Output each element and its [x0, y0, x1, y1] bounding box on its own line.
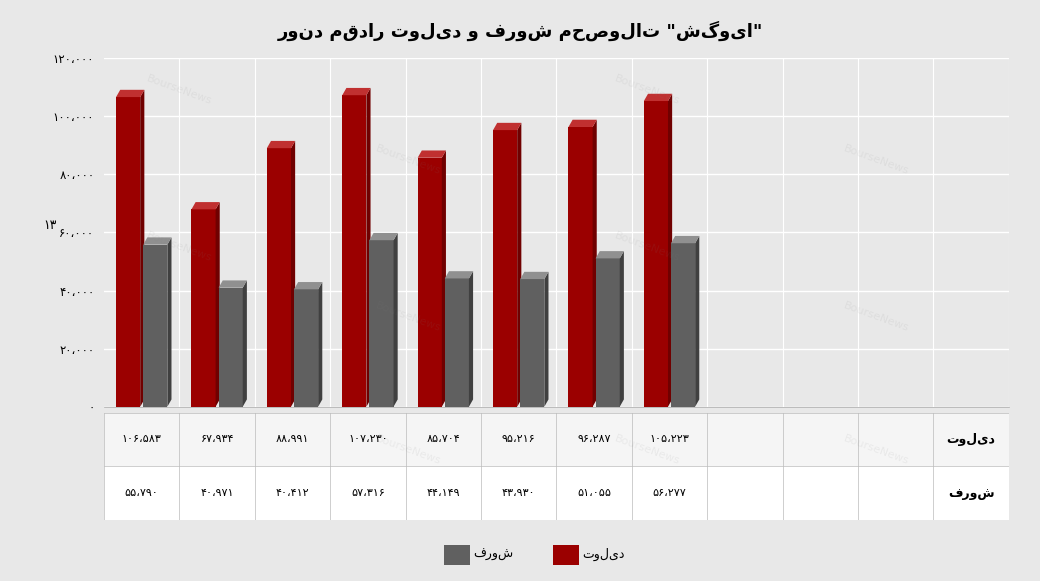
Text: BourseNews: BourseNews [146, 231, 214, 263]
Text: BourseNews: BourseNews [842, 144, 911, 176]
Text: ۵۶،۲۷۷: ۵۶،۲۷۷ [653, 488, 686, 498]
Bar [644, 101, 668, 407]
Polygon shape [393, 233, 397, 407]
Text: ۸۸،۹۹۱: ۸۸،۹۹۱ [276, 435, 309, 444]
Polygon shape [620, 251, 624, 407]
Polygon shape [144, 238, 172, 245]
Polygon shape [342, 88, 370, 95]
Text: BourseNews: BourseNews [614, 74, 682, 106]
Y-axis label: ۱۳: ۱۳ [44, 220, 57, 232]
Text: ۵۱،۰۵۵: ۵۱،۰۵۵ [577, 488, 612, 498]
Polygon shape [695, 236, 699, 407]
Bar [267, 148, 291, 407]
Polygon shape [318, 282, 322, 407]
Bar [445, 278, 469, 407]
Text: ۱۰۵،۲۲۳: ۱۰۵،۲۲۳ [650, 435, 690, 444]
Polygon shape [569, 120, 597, 127]
Polygon shape [191, 202, 219, 209]
Polygon shape [215, 202, 219, 407]
Bar [342, 95, 366, 407]
Bar [520, 279, 544, 407]
Text: ۵۷،۳۱۶: ۵۷،۳۱۶ [352, 488, 385, 498]
Bar [553, 545, 578, 565]
Polygon shape [116, 90, 145, 97]
Text: BourseNews: BourseNews [842, 300, 911, 333]
Polygon shape [469, 271, 473, 407]
Polygon shape [644, 94, 672, 101]
Bar [369, 240, 393, 407]
Text: BourseNews: BourseNews [374, 144, 443, 176]
Bar [104, 413, 1009, 466]
Bar [493, 130, 517, 407]
Polygon shape [544, 272, 548, 407]
Bar [418, 157, 442, 407]
Text: روند مقدار تولید و فروش محصولات "شگویا": روند مقدار تولید و فروش محصولات "شگویا" [278, 20, 762, 41]
Text: BourseNews: BourseNews [146, 74, 214, 106]
Polygon shape [596, 251, 624, 259]
Text: ۶۷،۹۳۴: ۶۷،۹۳۴ [201, 435, 234, 444]
Polygon shape [140, 90, 145, 407]
Text: فروش: فروش [473, 548, 514, 561]
Polygon shape [593, 120, 597, 407]
Text: ۵۵،۷۹۰: ۵۵،۷۹۰ [125, 488, 158, 498]
Polygon shape [366, 88, 370, 407]
Text: ۱۰۷،۲۳۰: ۱۰۷،۲۳۰ [348, 435, 388, 444]
Polygon shape [442, 150, 446, 407]
Text: ۸۵،۷۰۴: ۸۵،۷۰۴ [426, 435, 460, 444]
Polygon shape [294, 282, 322, 289]
Polygon shape [668, 94, 672, 407]
Polygon shape [218, 281, 246, 288]
Text: ۹۶،۲۸۷: ۹۶،۲۸۷ [577, 435, 610, 444]
Text: BourseNews: BourseNews [374, 300, 443, 333]
Bar [116, 97, 140, 407]
Bar [294, 289, 318, 407]
Text: تولید: تولید [946, 433, 995, 446]
Bar [191, 209, 215, 407]
Polygon shape [493, 123, 521, 130]
Polygon shape [445, 271, 473, 278]
Text: ۱۰۶،۵۸۳: ۱۰۶،۵۸۳ [122, 435, 161, 444]
Polygon shape [671, 236, 699, 243]
Bar [444, 545, 470, 565]
Bar [596, 259, 620, 407]
Polygon shape [418, 150, 446, 157]
Text: ۴۰،۹۷۱: ۴۰،۹۷۱ [201, 488, 234, 498]
Text: تولید: تولید [582, 548, 625, 561]
Text: BourseNews: BourseNews [374, 434, 443, 467]
Bar [144, 245, 167, 407]
Text: BourseNews: BourseNews [614, 434, 682, 467]
Polygon shape [291, 141, 295, 407]
Bar [104, 466, 1009, 520]
Text: ۹۵،۲۱۶: ۹۵،۲۱۶ [502, 435, 536, 444]
Polygon shape [242, 281, 246, 407]
Text: ۴۰،۴۱۲: ۴۰،۴۱۲ [276, 488, 309, 498]
Polygon shape [520, 272, 548, 279]
Polygon shape [167, 238, 172, 407]
Text: ۴۳،۹۳۰: ۴۳،۹۳۰ [502, 488, 536, 498]
Text: ۴۴،۱۴۹: ۴۴،۱۴۹ [426, 488, 460, 498]
Bar [569, 127, 593, 407]
Text: BourseNews: BourseNews [614, 231, 682, 263]
Polygon shape [267, 141, 295, 148]
Polygon shape [517, 123, 521, 407]
Polygon shape [369, 233, 397, 240]
Text: BourseNews: BourseNews [842, 434, 911, 467]
Bar [218, 288, 242, 407]
Bar [671, 243, 695, 407]
Text: فروش: فروش [947, 487, 994, 500]
